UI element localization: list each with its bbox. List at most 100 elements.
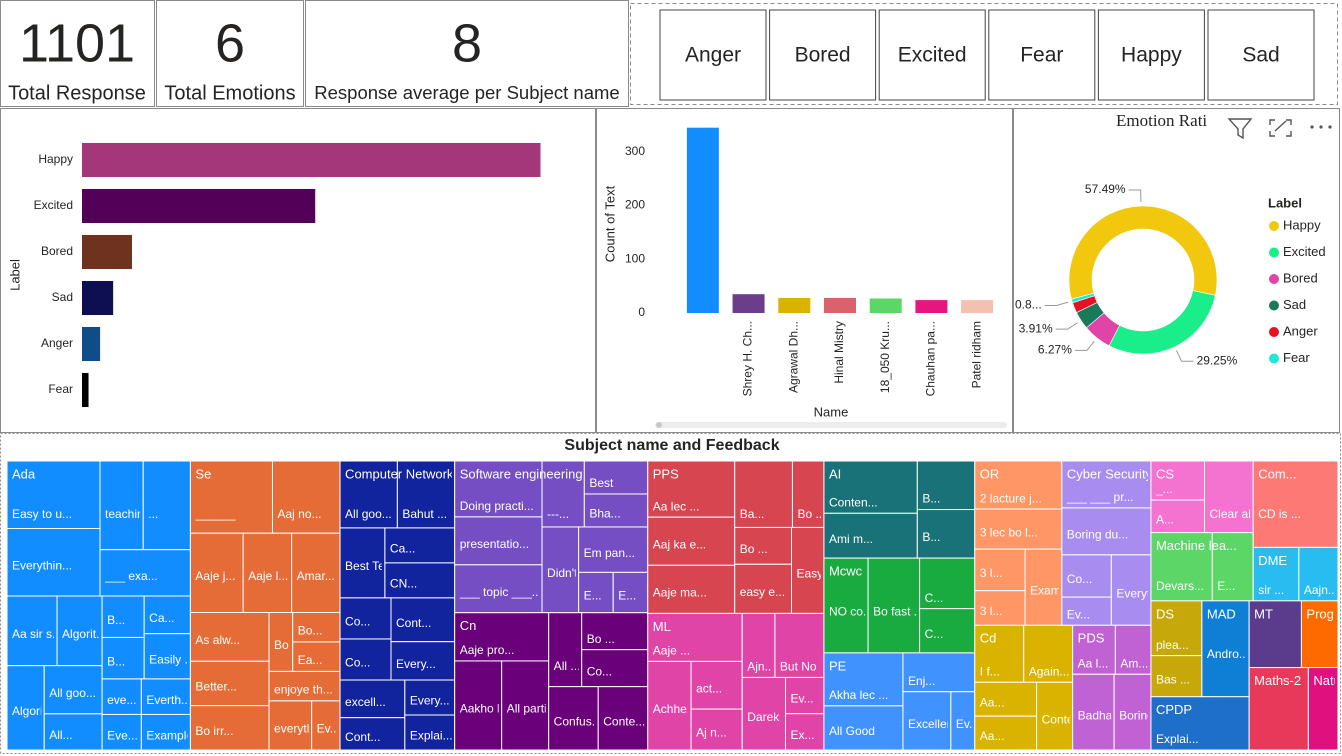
legend-label[interactable]: Anger	[1283, 323, 1318, 338]
treemap-cell[interactable]	[734, 526, 792, 565]
treemap-cell[interactable]	[189, 705, 270, 751]
treemap-cell[interactable]	[454, 660, 503, 751]
treemap-cell[interactable]	[1150, 696, 1250, 751]
legend-label[interactable]: Fear	[1283, 350, 1310, 365]
legend-label[interactable]: Excited	[1283, 244, 1326, 259]
treemap-cell[interactable]	[189, 460, 273, 534]
treemap-cell[interactable]	[919, 557, 976, 610]
treemap-cell[interactable]	[1113, 673, 1152, 751]
treemap-cell[interactable]	[581, 612, 649, 651]
treemap-cell[interactable]	[268, 700, 313, 751]
treemap-cell[interactable]	[1061, 460, 1152, 509]
treemap-cell[interactable]	[292, 611, 341, 643]
scroll-thumb[interactable]	[656, 422, 662, 428]
slicer-label[interactable]: Sad	[1242, 44, 1279, 67]
treemap-cell[interactable]	[1072, 673, 1115, 751]
slicer-label[interactable]: Happy	[1121, 44, 1182, 67]
slicer-button[interactable]	[878, 9, 986, 101]
treemap-cell[interactable]	[690, 660, 743, 710]
treemap-cell[interactable]	[339, 597, 392, 640]
treemap-cell[interactable]	[823, 705, 904, 751]
slicer-button[interactable]	[1207, 9, 1315, 101]
treemap-cell[interactable]	[919, 608, 976, 654]
slicer-button[interactable]	[1097, 9, 1205, 101]
treemap-cell[interactable]	[1061, 596, 1112, 626]
treemap-cell[interactable]	[974, 624, 1025, 683]
treemap-cell[interactable]	[99, 460, 144, 551]
treemap-cell[interactable]	[974, 681, 1038, 717]
treemap-cell[interactable]	[339, 679, 406, 719]
slicer-button[interactable]	[659, 9, 767, 101]
legend-label[interactable]: Happy	[1283, 217, 1321, 232]
treemap-cell[interactable]	[339, 638, 392, 681]
treemap-cell[interactable]	[101, 595, 145, 638]
treemap-cell[interactable]	[339, 717, 406, 751]
treemap-cell[interactable]	[597, 686, 649, 751]
treemap-cell[interactable]	[784, 676, 825, 715]
treemap-cell[interactable]	[101, 713, 142, 751]
treemap-cell[interactable]	[1300, 600, 1339, 669]
legend-swatch[interactable]	[1269, 274, 1279, 284]
treemap-cell[interactable]	[741, 676, 786, 751]
treemap-cell[interactable]	[404, 714, 456, 751]
treemap-cell[interactable]	[974, 508, 1063, 550]
legend-label[interactable]: Bored	[1283, 270, 1318, 285]
treemap-cell[interactable]	[1072, 624, 1116, 675]
treemap-cell[interactable]	[6, 595, 58, 667]
treemap-cell[interactable]	[541, 460, 585, 528]
treemap-cell[interactable]	[902, 652, 976, 693]
treemap-cell[interactable]	[548, 686, 599, 751]
slicer-label[interactable]: Fear	[1020, 44, 1063, 67]
treemap-cell[interactable]	[390, 641, 456, 681]
treemap-cell[interactable]	[974, 590, 1026, 626]
treemap-cell[interactable]	[454, 516, 543, 566]
treemap-cell[interactable]	[271, 460, 341, 534]
treemap-cell[interactable]	[454, 460, 543, 518]
treemap-cell[interactable]	[581, 649, 649, 688]
treemap-cell[interactable]	[1248, 600, 1302, 669]
treemap-cell[interactable]	[99, 549, 191, 597]
treemap-cell[interactable]	[339, 527, 386, 599]
legend-swatch[interactable]	[1269, 353, 1279, 364]
slicer-button[interactable]	[769, 9, 877, 101]
slicer-label[interactable]: Bored	[795, 44, 851, 67]
treemap-cell[interactable]	[823, 512, 918, 559]
treemap-cell[interactable]	[791, 460, 825, 528]
treemap-cell[interactable]	[189, 611, 270, 662]
filter-icon[interactable]	[1227, 118, 1253, 140]
treemap-cell[interactable]	[6, 665, 45, 751]
treemap-cell[interactable]	[384, 527, 456, 564]
treemap-cell[interactable]	[140, 678, 191, 715]
treemap-cell[interactable]	[6, 460, 101, 529]
slicer-label[interactable]: Anger	[685, 44, 741, 67]
treemap-cell[interactable]	[974, 460, 1063, 510]
treemap-cell[interactable]	[291, 532, 341, 613]
treemap-cell[interactable]	[339, 460, 398, 529]
treemap-cell[interactable]	[142, 460, 191, 551]
treemap-cell[interactable]	[774, 612, 825, 678]
focus-icon[interactable]	[1269, 119, 1292, 137]
scrollbar[interactable]	[655, 422, 1007, 428]
treemap-cell[interactable]	[1061, 507, 1152, 556]
treemap-cell[interactable]	[1036, 681, 1074, 751]
treemap-cell[interactable]	[101, 636, 145, 680]
treemap-cell[interactable]	[1298, 546, 1339, 602]
treemap-cell[interactable]	[56, 595, 103, 667]
treemap-cell[interactable]	[1114, 624, 1152, 675]
treemap-cell[interactable]	[1211, 532, 1254, 602]
legend-swatch[interactable]	[1269, 221, 1279, 231]
treemap-cell[interactable]	[548, 612, 583, 688]
slicer-label[interactable]: Excited	[898, 44, 967, 67]
treemap-cell[interactable]	[268, 670, 341, 702]
treemap-cell[interactable]	[690, 708, 743, 751]
legend-swatch[interactable]	[1269, 327, 1279, 337]
legend-swatch[interactable]	[1269, 300, 1279, 311]
treemap-cell[interactable]	[867, 557, 921, 654]
treemap-cell[interactable]	[6, 527, 101, 597]
treemap-cell[interactable]	[578, 526, 649, 573]
treemap-cell[interactable]	[242, 532, 293, 613]
treemap-cell[interactable]	[454, 564, 543, 614]
treemap-cell[interactable]	[647, 660, 692, 751]
treemap-cell[interactable]	[384, 562, 456, 599]
treemap-cell[interactable]	[734, 460, 793, 528]
